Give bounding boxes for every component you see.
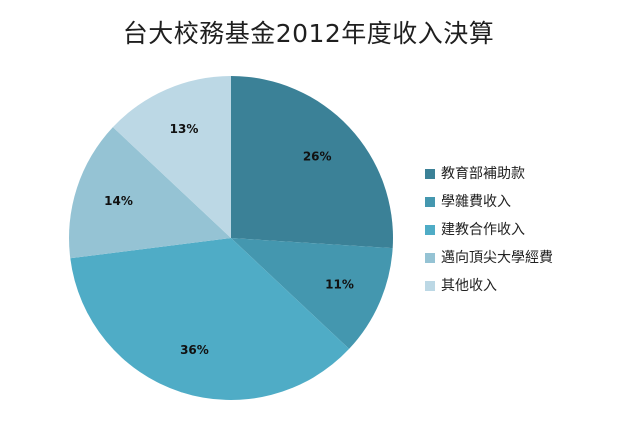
pie-slice-tuition <box>231 238 393 349</box>
legend-swatch-tuition <box>425 197 435 207</box>
legend-item-research-cooperation: 建教合作收入 <box>425 216 610 244</box>
legend-swatch-top-university-funding <box>425 253 435 263</box>
legend-label-research-cooperation: 建教合作收入 <box>441 222 525 238</box>
legend-item-tuition: 學雜費收入 <box>425 188 610 216</box>
pie-slice-other-income <box>112 76 231 238</box>
data-label-research-cooperation: 36% <box>180 343 209 357</box>
legend-label-other-income: 其他收入 <box>441 278 497 294</box>
legend-label-moe-subsidy: 教育部補助款 <box>441 166 525 182</box>
legend-item-top-university-funding: 邁向頂尖大學經費 <box>425 244 610 272</box>
data-label-top-university-funding: 14% <box>104 194 133 208</box>
data-label-moe-subsidy: 26% <box>303 150 332 164</box>
data-label-other-income: 13% <box>170 122 199 136</box>
legend-swatch-research-cooperation <box>425 225 435 235</box>
pie-slice-top-university-funding <box>68 127 232 259</box>
chart-title: 台大校務基金2012年度收入決算 <box>122 19 495 48</box>
pie-slices <box>68 76 393 401</box>
pie-slice-research-cooperation <box>70 238 350 401</box>
legend-label-tuition: 學雜費收入 <box>441 194 511 210</box>
chart-legend: 教育部補助款 學雜費收入 建教合作收入 邁向頂尖大學經費 其他收入 <box>425 160 610 300</box>
legend-item-moe-subsidy: 教育部補助款 <box>425 160 610 188</box>
legend-swatch-other-income <box>425 281 435 291</box>
legend-item-other-income: 其他收入 <box>425 272 610 300</box>
pie-slice-moe-subsidy <box>231 76 393 249</box>
legend-swatch-moe-subsidy <box>425 169 435 179</box>
legend-label-top-university-funding: 邁向頂尖大學經費 <box>441 250 553 266</box>
data-label-tuition: 11% <box>325 277 354 291</box>
pie-data-labels: 26% 11% 36% 14% 13% <box>104 122 354 357</box>
